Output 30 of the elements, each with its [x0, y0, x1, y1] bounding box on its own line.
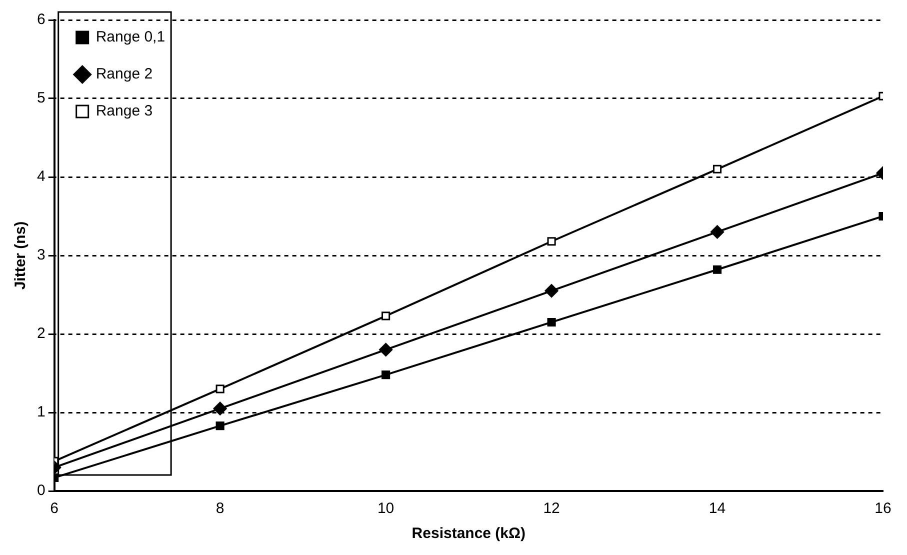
legend-label: Range 0,1	[96, 28, 166, 46]
point	[213, 402, 227, 416]
x-tick-label: 6	[50, 500, 59, 518]
point	[710, 225, 724, 239]
point	[547, 318, 556, 327]
point	[216, 422, 224, 430]
point	[379, 342, 393, 356]
point	[382, 370, 390, 380]
y-tick-label: 5	[37, 90, 46, 107]
legend-label: Range 3	[96, 102, 153, 120]
y-tick-label: 6	[37, 11, 46, 28]
y-tick-label: 4	[37, 168, 46, 186]
x-axis-title: Resistance (kΩ)	[412, 525, 526, 542]
x-tick-label: 10	[377, 500, 394, 518]
y-tick-label: 3	[37, 246, 46, 264]
point	[544, 284, 558, 298]
y-tick-label: 2	[37, 325, 46, 342]
x-tick-label: 12	[543, 500, 560, 518]
point	[382, 312, 390, 320]
y-axis-title: Jitter (ns)	[12, 221, 30, 290]
y-tick-label: 1	[37, 404, 46, 421]
x-tick-label: 16	[874, 500, 892, 518]
y-tick-label: 0	[37, 482, 46, 500]
x-tick-label: 8	[216, 500, 224, 518]
x-tick-label: 14	[708, 500, 726, 518]
point	[216, 384, 224, 394]
point	[547, 237, 556, 246]
point	[712, 265, 722, 274]
legend-label: Range 2	[96, 66, 153, 83]
point	[712, 164, 722, 174]
